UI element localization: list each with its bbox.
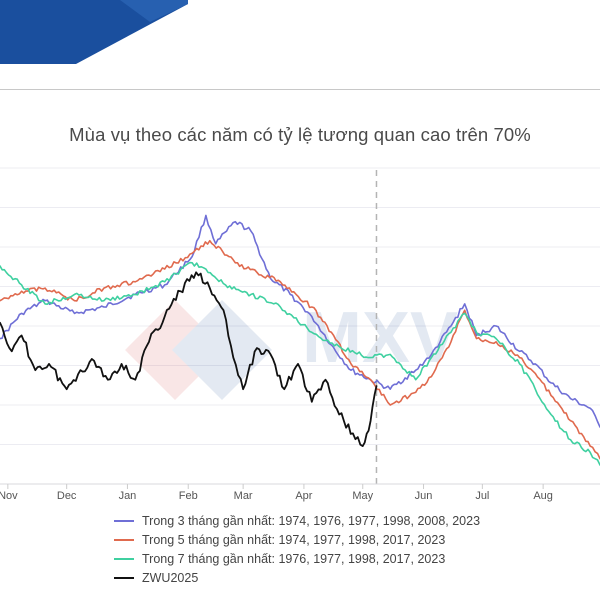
watermark-diamond-red (125, 300, 225, 400)
legend-swatch (114, 576, 134, 579)
x-tick-label: Feb (179, 490, 198, 502)
x-tick-label: Mar (234, 490, 253, 502)
x-tick-label: Nov (0, 490, 18, 502)
series-line-4 (0, 271, 378, 447)
series-layer (0, 214, 600, 466)
x-tick-label: Apr (295, 490, 312, 502)
series-line-1 (0, 214, 600, 428)
legend-label: ZWU2025 (142, 570, 199, 585)
legend-swatch (114, 538, 134, 541)
legend-label: Trong 3 tháng gần nhất: 1974, 1976, 1977… (142, 513, 481, 528)
x-tick-label: Jul (475, 490, 489, 502)
banner-blue-shape (0, 0, 188, 64)
legend-swatch (114, 519, 134, 522)
watermark-logo: MXV (125, 298, 458, 400)
legend-item[interactable]: Trong 5 tháng gần nhất: 1974, 1977, 1998… (114, 530, 480, 549)
x-axis-ticks: Nov Dec Jan Feb Mar Apr May Jun Jul Aug (0, 484, 553, 502)
legend-item[interactable]: Trong 3 tháng gần nhất: 1974, 1976, 1977… (114, 511, 480, 530)
banner-blue-accent (120, 0, 188, 22)
header-banner (0, 0, 600, 88)
legend-label: Trong 7 tháng gần nhất: 1976, 1977, 1998… (142, 551, 446, 566)
chart-title: Mùa vụ theo các năm có tỷ lệ tương quan … (69, 124, 531, 145)
series-line-3 (0, 261, 600, 466)
legend-swatch (114, 557, 134, 560)
legend-label: Trong 5 tháng gần nhất: 1974, 1977, 1998… (142, 532, 446, 547)
series-line-2 (0, 239, 600, 460)
x-tick-label: Jan (119, 490, 137, 502)
x-tick-label: Jun (415, 490, 433, 502)
legend: Trong 3 tháng gần nhất: 1974, 1976, 1977… (114, 511, 480, 587)
legend-item[interactable]: Trong 7 tháng gần nhất: 1976, 1977, 1998… (114, 549, 480, 568)
banner-divider (0, 89, 600, 90)
watermark-text: MXV (302, 298, 458, 378)
x-tick-label: May (352, 490, 373, 502)
legend-item[interactable]: ZWU2025 (114, 568, 480, 587)
grid-layer (0, 167, 600, 485)
x-tick-label: Aug (533, 490, 553, 502)
x-tick-label: Dec (57, 490, 77, 502)
